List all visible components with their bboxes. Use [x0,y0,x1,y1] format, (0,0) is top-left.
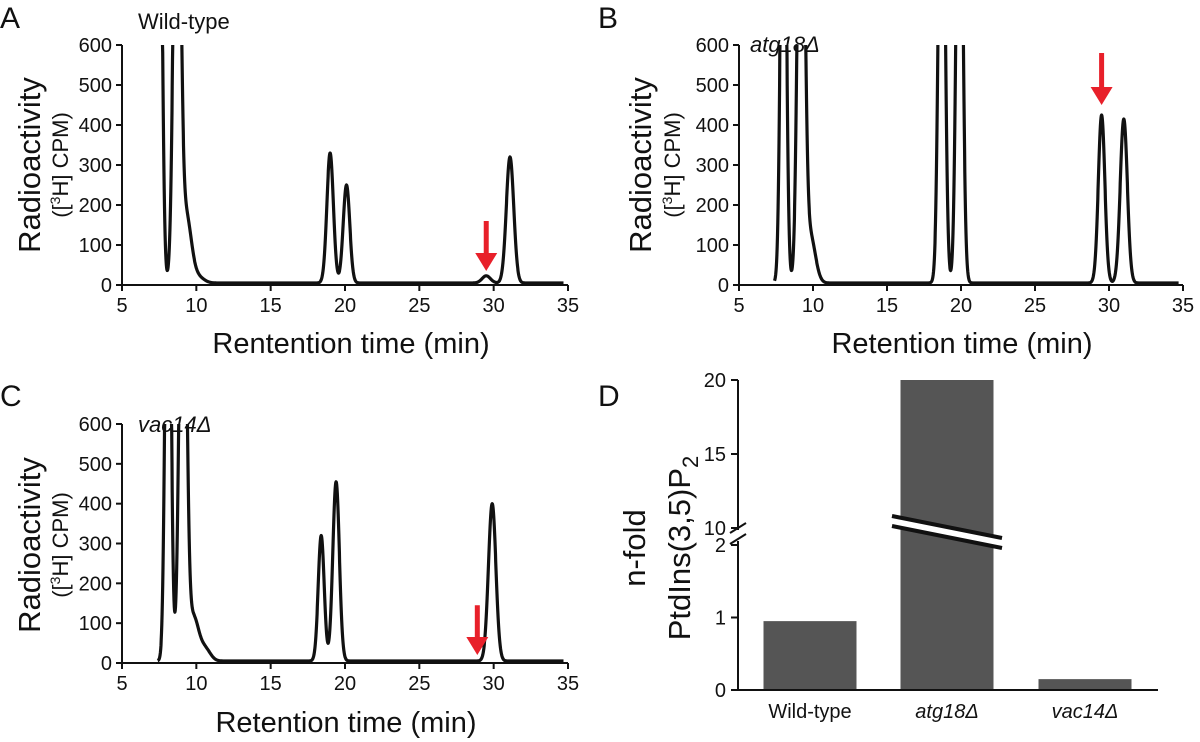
y-tick-label: 600 [696,35,729,57]
y-tick-label: 200 [696,195,729,217]
y-tick-label: 10 [704,518,726,540]
trace-line [160,45,565,285]
y-axis-label-a: Radioactivity [12,77,47,253]
y-tick-label: 0 [718,275,729,297]
y-axis-label-b: Radioactivity [623,77,658,253]
bar-3 [1038,679,1132,690]
x-tick-label: 20 [334,673,356,695]
arrow-head [466,637,489,656]
x-tick-label: 25 [408,673,430,695]
y-tick-label: 300 [79,534,112,556]
y-tick-label: 600 [79,414,112,436]
y-tick-label: 100 [79,235,112,257]
y-axis-label-d: n-fold [617,509,652,587]
y-tick-label: 200 [79,195,112,217]
chromatogram-c: 5 10 15 20 25 30 35 0 100 200 300 400 500 600 [79,414,580,695]
strain-label-b: atg18Δ [750,32,820,57]
y-tick-label: 300 [696,155,729,177]
y-axis-sublabel-d-sub: 2 [678,456,703,468]
y-tick-label: 500 [696,75,729,97]
x-tick-label: 35 [557,295,579,317]
panel-letter-c: C [0,380,22,413]
y-tick-label: 15 [704,444,726,466]
y-tick-label: 2 [715,535,726,557]
x-tick-label: 20 [950,295,972,317]
bar-break-line [891,514,1003,540]
y-tick-label: 1 [715,608,726,630]
bar-chart-d: Wild-type atg18Δ vac14Δ 0 1 210 15 20 [704,370,1158,723]
y-axis-sublabel-c: ([3H] CPM) [47,492,73,598]
strain-label-a: Wild-type [138,9,230,34]
y-axis-sublabel-d: PtdIns(3,5)P2 [662,456,703,641]
x-category-label: Wild-type [768,701,851,723]
arrow-head [475,253,498,271]
y-axis-sublabel-d-main: PtdIns(3,5)P [662,468,697,640]
x-tick-label: 35 [1172,295,1194,317]
y-tick-label: 400 [79,494,112,516]
x-category-label: vac14Δ [1052,701,1119,723]
y-tick-label: 0 [715,680,726,702]
x-axis-label-b: Retention time (min) [831,328,1092,360]
y-tick-label: 400 [696,115,729,137]
x-tick-label: 30 [1098,295,1120,317]
panel-letter-a: A [0,2,20,35]
arrow-head [1090,87,1113,105]
x-tick-label: 25 [1024,295,1046,317]
panel-letter-d: D [598,380,620,413]
chromatogram-a: 5 10 15 20 25 30 35 0 100 200 300 400 500 600 [79,35,580,317]
y-tick-label: 20 [704,370,726,392]
y-tick-label: 500 [79,75,112,97]
strain-label-c: vac14Δ [138,412,211,437]
x-tick-label: 5 [733,295,744,317]
bar-1 [763,621,857,690]
y-axis-sublabel-a: ([3H] CPM) [47,112,73,218]
y-tick-label: 200 [79,573,112,595]
y-tick-label: 0 [101,275,112,297]
y-axis-sublabel-b: ([3H] CPM) [659,112,685,218]
x-tick-label: 30 [483,295,505,317]
y-tick-label: 600 [79,35,112,57]
panel-letter-b: B [598,2,618,35]
x-tick-label: 10 [185,295,207,317]
x-tick-label: 20 [334,295,356,317]
x-tick-label: 10 [185,673,207,695]
bar-break-line [891,524,1003,550]
y-axis-label-c: Radioactivity [12,457,47,633]
panel-a: A Wild-type 5 10 15 20 25 30 35 0 100 200 300 400 50… [0,2,579,360]
x-tick-label: 30 [483,673,505,695]
x-category-label: atg18Δ [915,701,978,723]
panel-c: C vac14Δ 5 10 15 20 25 30 35 0 100 200 300 400 500 60… [0,380,579,739]
bar-break-gap [892,516,1002,548]
x-tick-label: 5 [116,295,127,317]
x-tick-label: 35 [557,673,579,695]
x-tick-label: 25 [408,295,430,317]
y-tick-label: 100 [696,235,729,257]
x-axis-label-a: Rentention time (min) [212,328,489,360]
chromatogram-b: 5 10 15 20 25 30 35 0 100 200 300 400 500 600 [696,35,1195,317]
y-tick-label: 0 [101,653,112,675]
x-tick-label: 5 [116,673,127,695]
trace-line [772,45,1180,285]
y-tick-label: 400 [79,115,112,137]
panel-b: B atg18Δ 5 10 15 20 25 30 35 0 100 200 300 400 500 60… [598,2,1194,360]
x-tick-label: 15 [260,673,282,695]
axis-break-mark [729,533,747,545]
trace-line [156,424,565,663]
y-tick-label: 100 [79,613,112,635]
y-tick-label: 300 [79,155,112,177]
x-tick-label: 10 [802,295,824,317]
x-tick-label: 15 [876,295,898,317]
y-tick-label: 500 [79,454,112,476]
x-axis-label-c: Retention time (min) [215,707,476,739]
x-tick-label: 15 [260,295,282,317]
